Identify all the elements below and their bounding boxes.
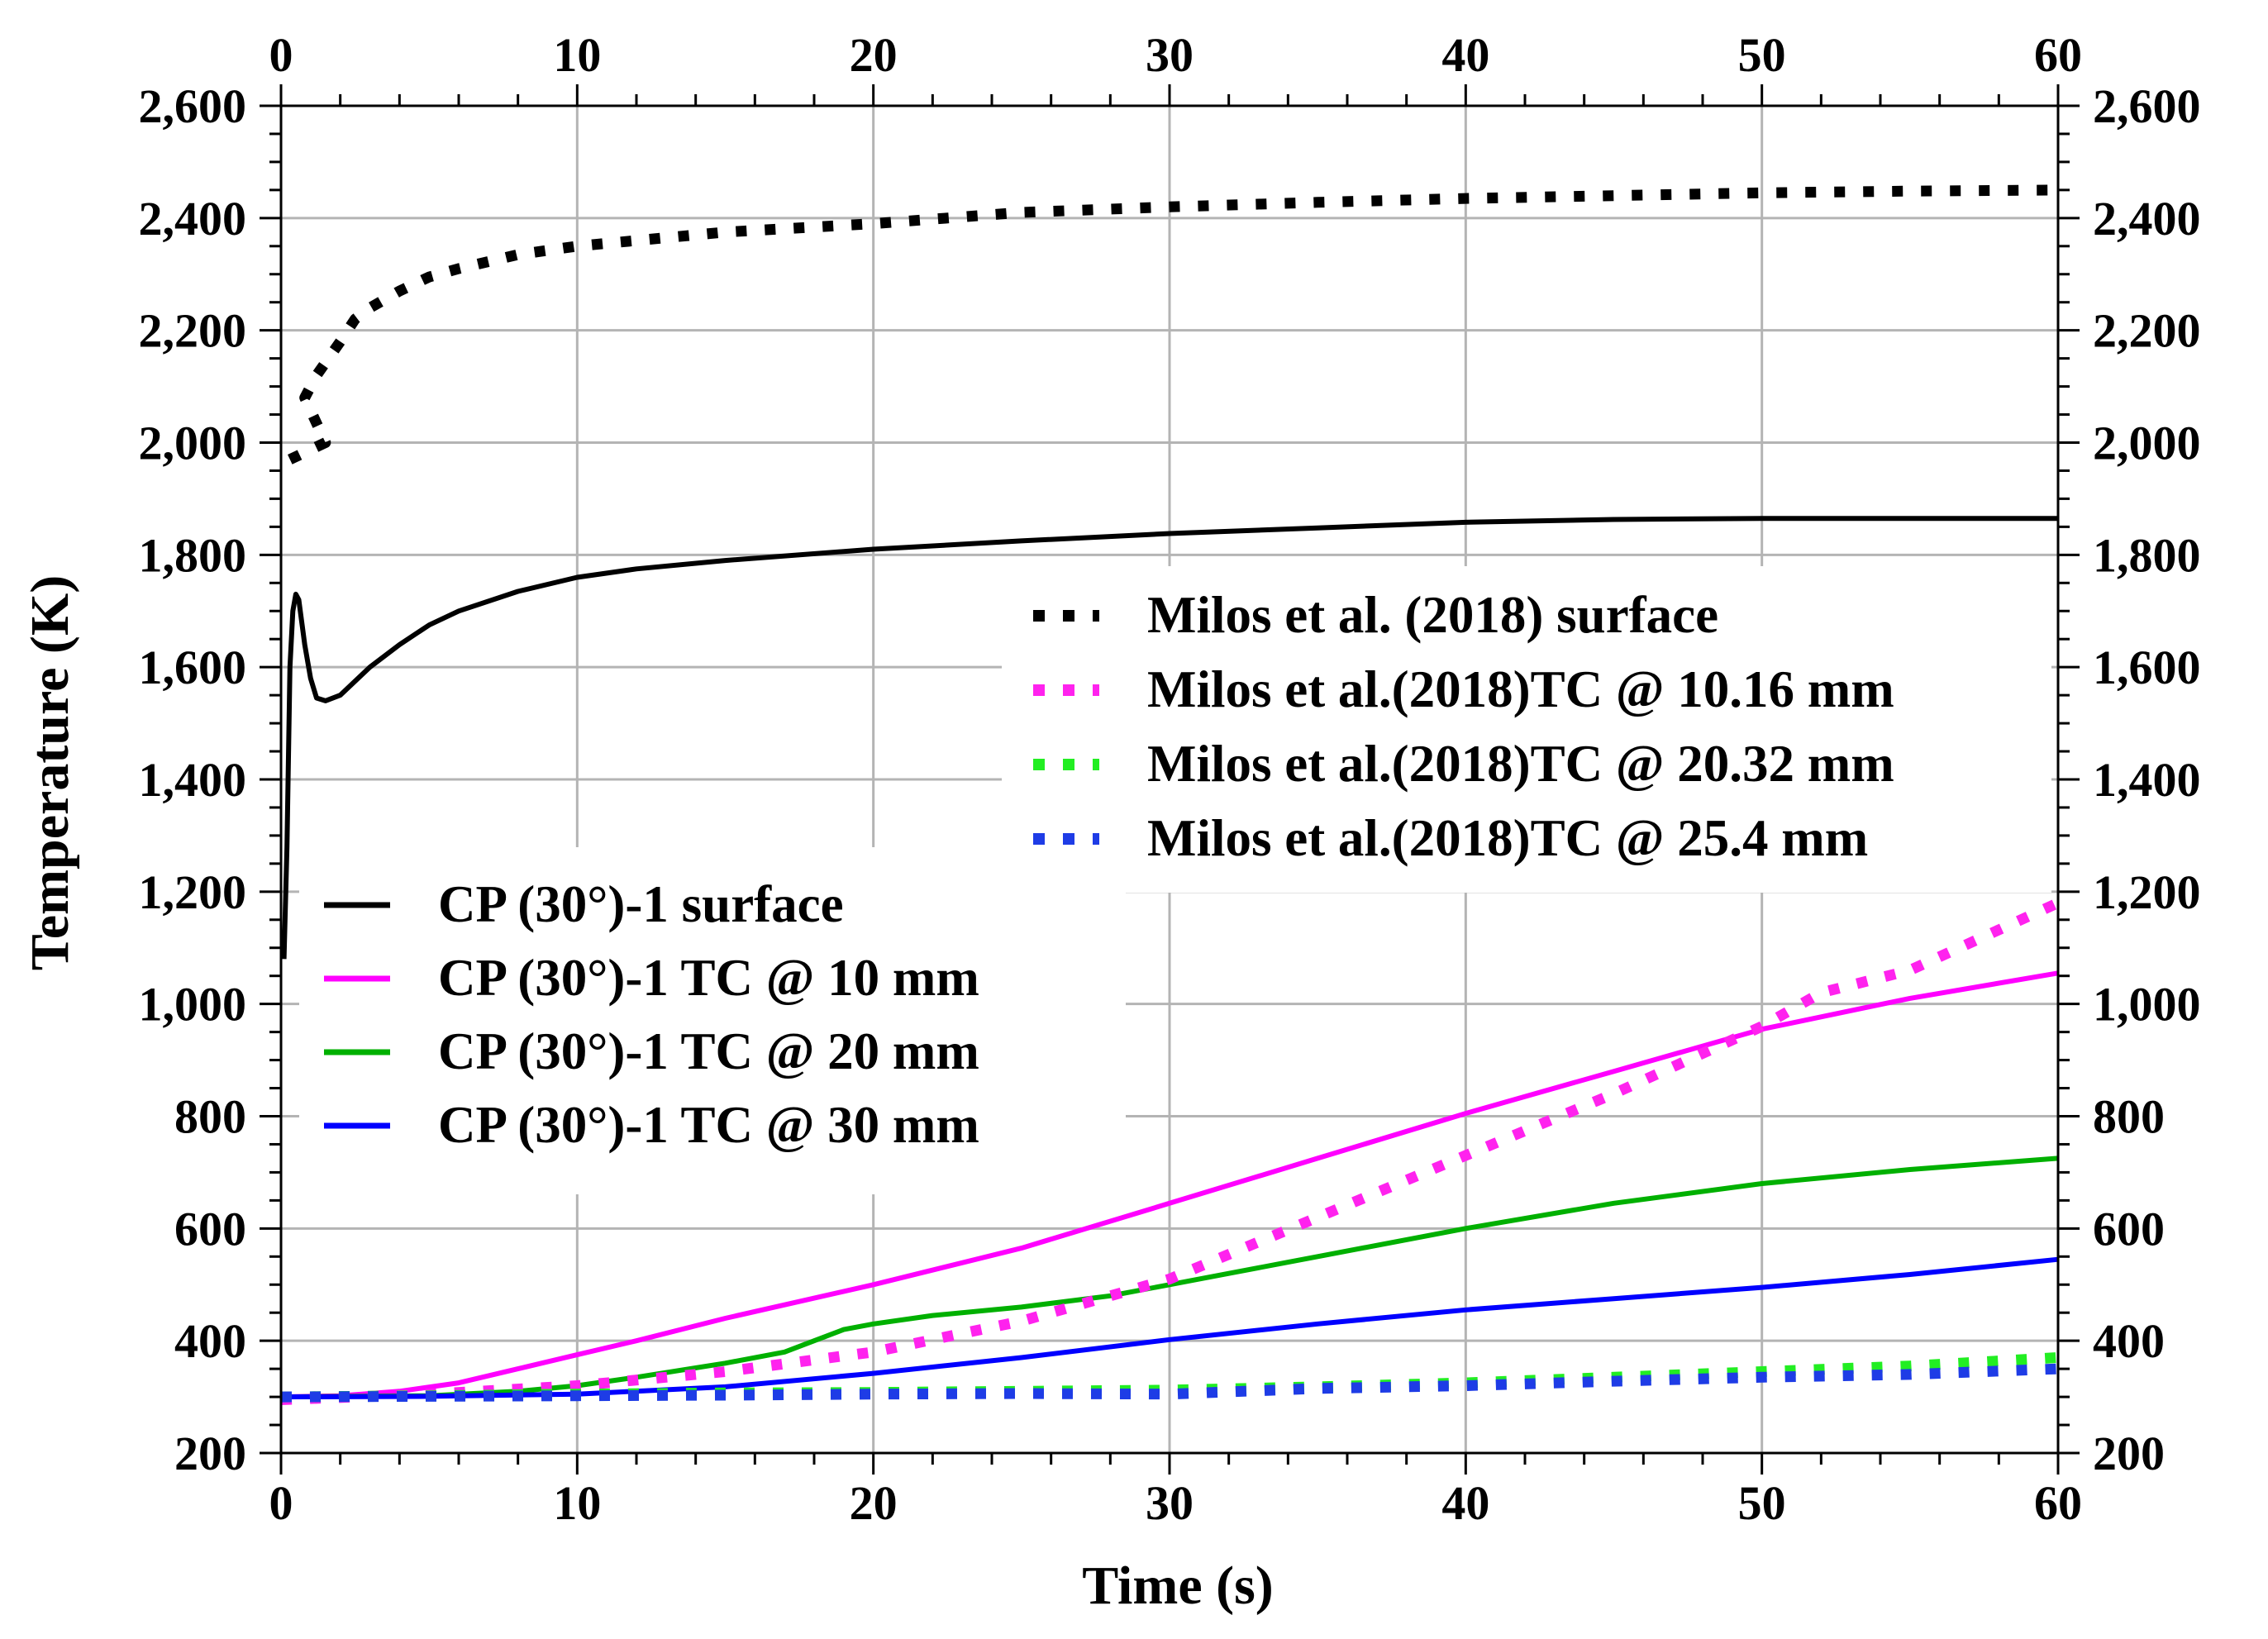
y-tick-label-right: 600 xyxy=(2093,1202,2165,1255)
y-tick-labels-right: 200 400 600 800 1,000 1,200 1,400 1,600 1,800 2,0… xyxy=(2093,79,2201,1480)
y-tick-labels-left: 200 400 600 800 1,000 1,200 1,400 1,600 1,800 2,0… xyxy=(139,79,247,1480)
x-tick-label-top: 40 xyxy=(1441,28,1489,82)
legend-label: CP (30°)-1 TC @ 20 mm xyxy=(438,1022,979,1080)
y-tick-label: 2,400 xyxy=(139,192,247,245)
x-tick-labels-bottom: 0 10 20 30 40 50 60 xyxy=(269,1476,2083,1530)
y-tick-label: 400 xyxy=(174,1314,246,1368)
y-axis-title: Temperature (K) xyxy=(20,575,80,970)
x-tick-label-top: 60 xyxy=(2034,28,2082,82)
y-tick-label: 200 xyxy=(174,1427,246,1480)
y-tick-label-right: 2,000 xyxy=(2093,417,2201,470)
series-milos-et-al-2018-tc-10-16-mm xyxy=(280,898,2061,1405)
x-tick-label: 0 xyxy=(269,1476,293,1530)
series-cp-30-1-surface xyxy=(281,516,2058,960)
legend-label: Milos et al.(2018)TC @ 25.4 mm xyxy=(1147,809,1868,867)
legend-reference: Milos et al. (2018) surface Milos et al.(… xyxy=(1002,566,2051,893)
plot-frame xyxy=(279,104,2060,1455)
legend-label: CP (30°)-1 TC @ 30 mm xyxy=(438,1096,979,1154)
legend-label: Milos et al.(2018)TC @ 10.16 mm xyxy=(1147,660,1894,718)
y-tick-label-right: 1,400 xyxy=(2093,753,2201,807)
x-tick-label: 50 xyxy=(1738,1476,1786,1530)
series-cp-30-1-tc-10-mm xyxy=(280,970,2059,1400)
legend-label: CP (30°)-1 TC @ 10 mm xyxy=(438,949,979,1007)
y-tick-label: 1,200 xyxy=(139,865,247,919)
series-cp-30-1-tc-20-mm xyxy=(280,1155,2059,1400)
legend-label: Milos et al.(2018)TC @ 20.32 mm xyxy=(1147,735,1894,793)
x-tick-label: 30 xyxy=(1146,1476,1194,1530)
x-axis-title: Time (s) xyxy=(1082,1556,1274,1616)
y-tick-label-right: 1,800 xyxy=(2093,528,2201,582)
y-tick-label: 2,000 xyxy=(139,417,247,470)
minor-ticks xyxy=(260,84,2080,1475)
x-tick-label-top: 0 xyxy=(269,28,293,82)
legend-model: CP (30°)-1 surface CP (30°)-1 TC @ 10 mm C… xyxy=(299,847,1126,1194)
legend-box xyxy=(1002,566,2051,893)
x-tick-label-top: 30 xyxy=(1146,28,1194,82)
series-milos-et-al-2018-tc-25-4-mm xyxy=(280,1363,2059,1403)
y-tick-label: 2,600 xyxy=(139,79,247,133)
x-tick-label-top: 10 xyxy=(553,28,601,82)
y-tick-label: 1,600 xyxy=(139,641,247,694)
x-tick-label: 60 xyxy=(2034,1476,2082,1530)
series-layer xyxy=(280,184,2061,1405)
x-tick-label: 10 xyxy=(553,1476,601,1530)
y-tick-label-right: 200 xyxy=(2093,1427,2165,1480)
y-tick-label: 800 xyxy=(174,1090,246,1144)
legend-label: CP (30°)-1 surface xyxy=(438,875,844,933)
y-tick-label: 600 xyxy=(174,1202,246,1255)
y-tick-label-right: 2,600 xyxy=(2093,79,2201,133)
y-tick-label-right: 2,400 xyxy=(2093,192,2201,245)
x-tick-label-top: 50 xyxy=(1738,28,1786,82)
legend-label: Milos et al. (2018) surface xyxy=(1147,586,1718,644)
y-tick-label: 2,200 xyxy=(139,304,247,358)
y-tick-label: 1,800 xyxy=(139,528,247,582)
y-tick-label-right: 1,000 xyxy=(2093,978,2201,1032)
y-tick-label: 1,000 xyxy=(139,978,247,1032)
y-tick-label-right: 800 xyxy=(2093,1090,2165,1144)
x-tick-label: 40 xyxy=(1441,1476,1489,1530)
x-tick-label: 20 xyxy=(850,1476,898,1530)
y-tick-label-right: 400 xyxy=(2093,1314,2165,1368)
x-tick-labels-top: 0 10 20 30 40 50 60 xyxy=(269,28,2083,82)
legend-box xyxy=(299,847,1126,1194)
y-tick-label-right: 1,600 xyxy=(2093,641,2201,694)
y-tick-label: 1,400 xyxy=(139,753,247,807)
x-tick-label-top: 20 xyxy=(850,28,898,82)
y-tick-label-right: 2,200 xyxy=(2093,304,2201,358)
y-tick-label-right: 1,200 xyxy=(2093,865,2201,919)
